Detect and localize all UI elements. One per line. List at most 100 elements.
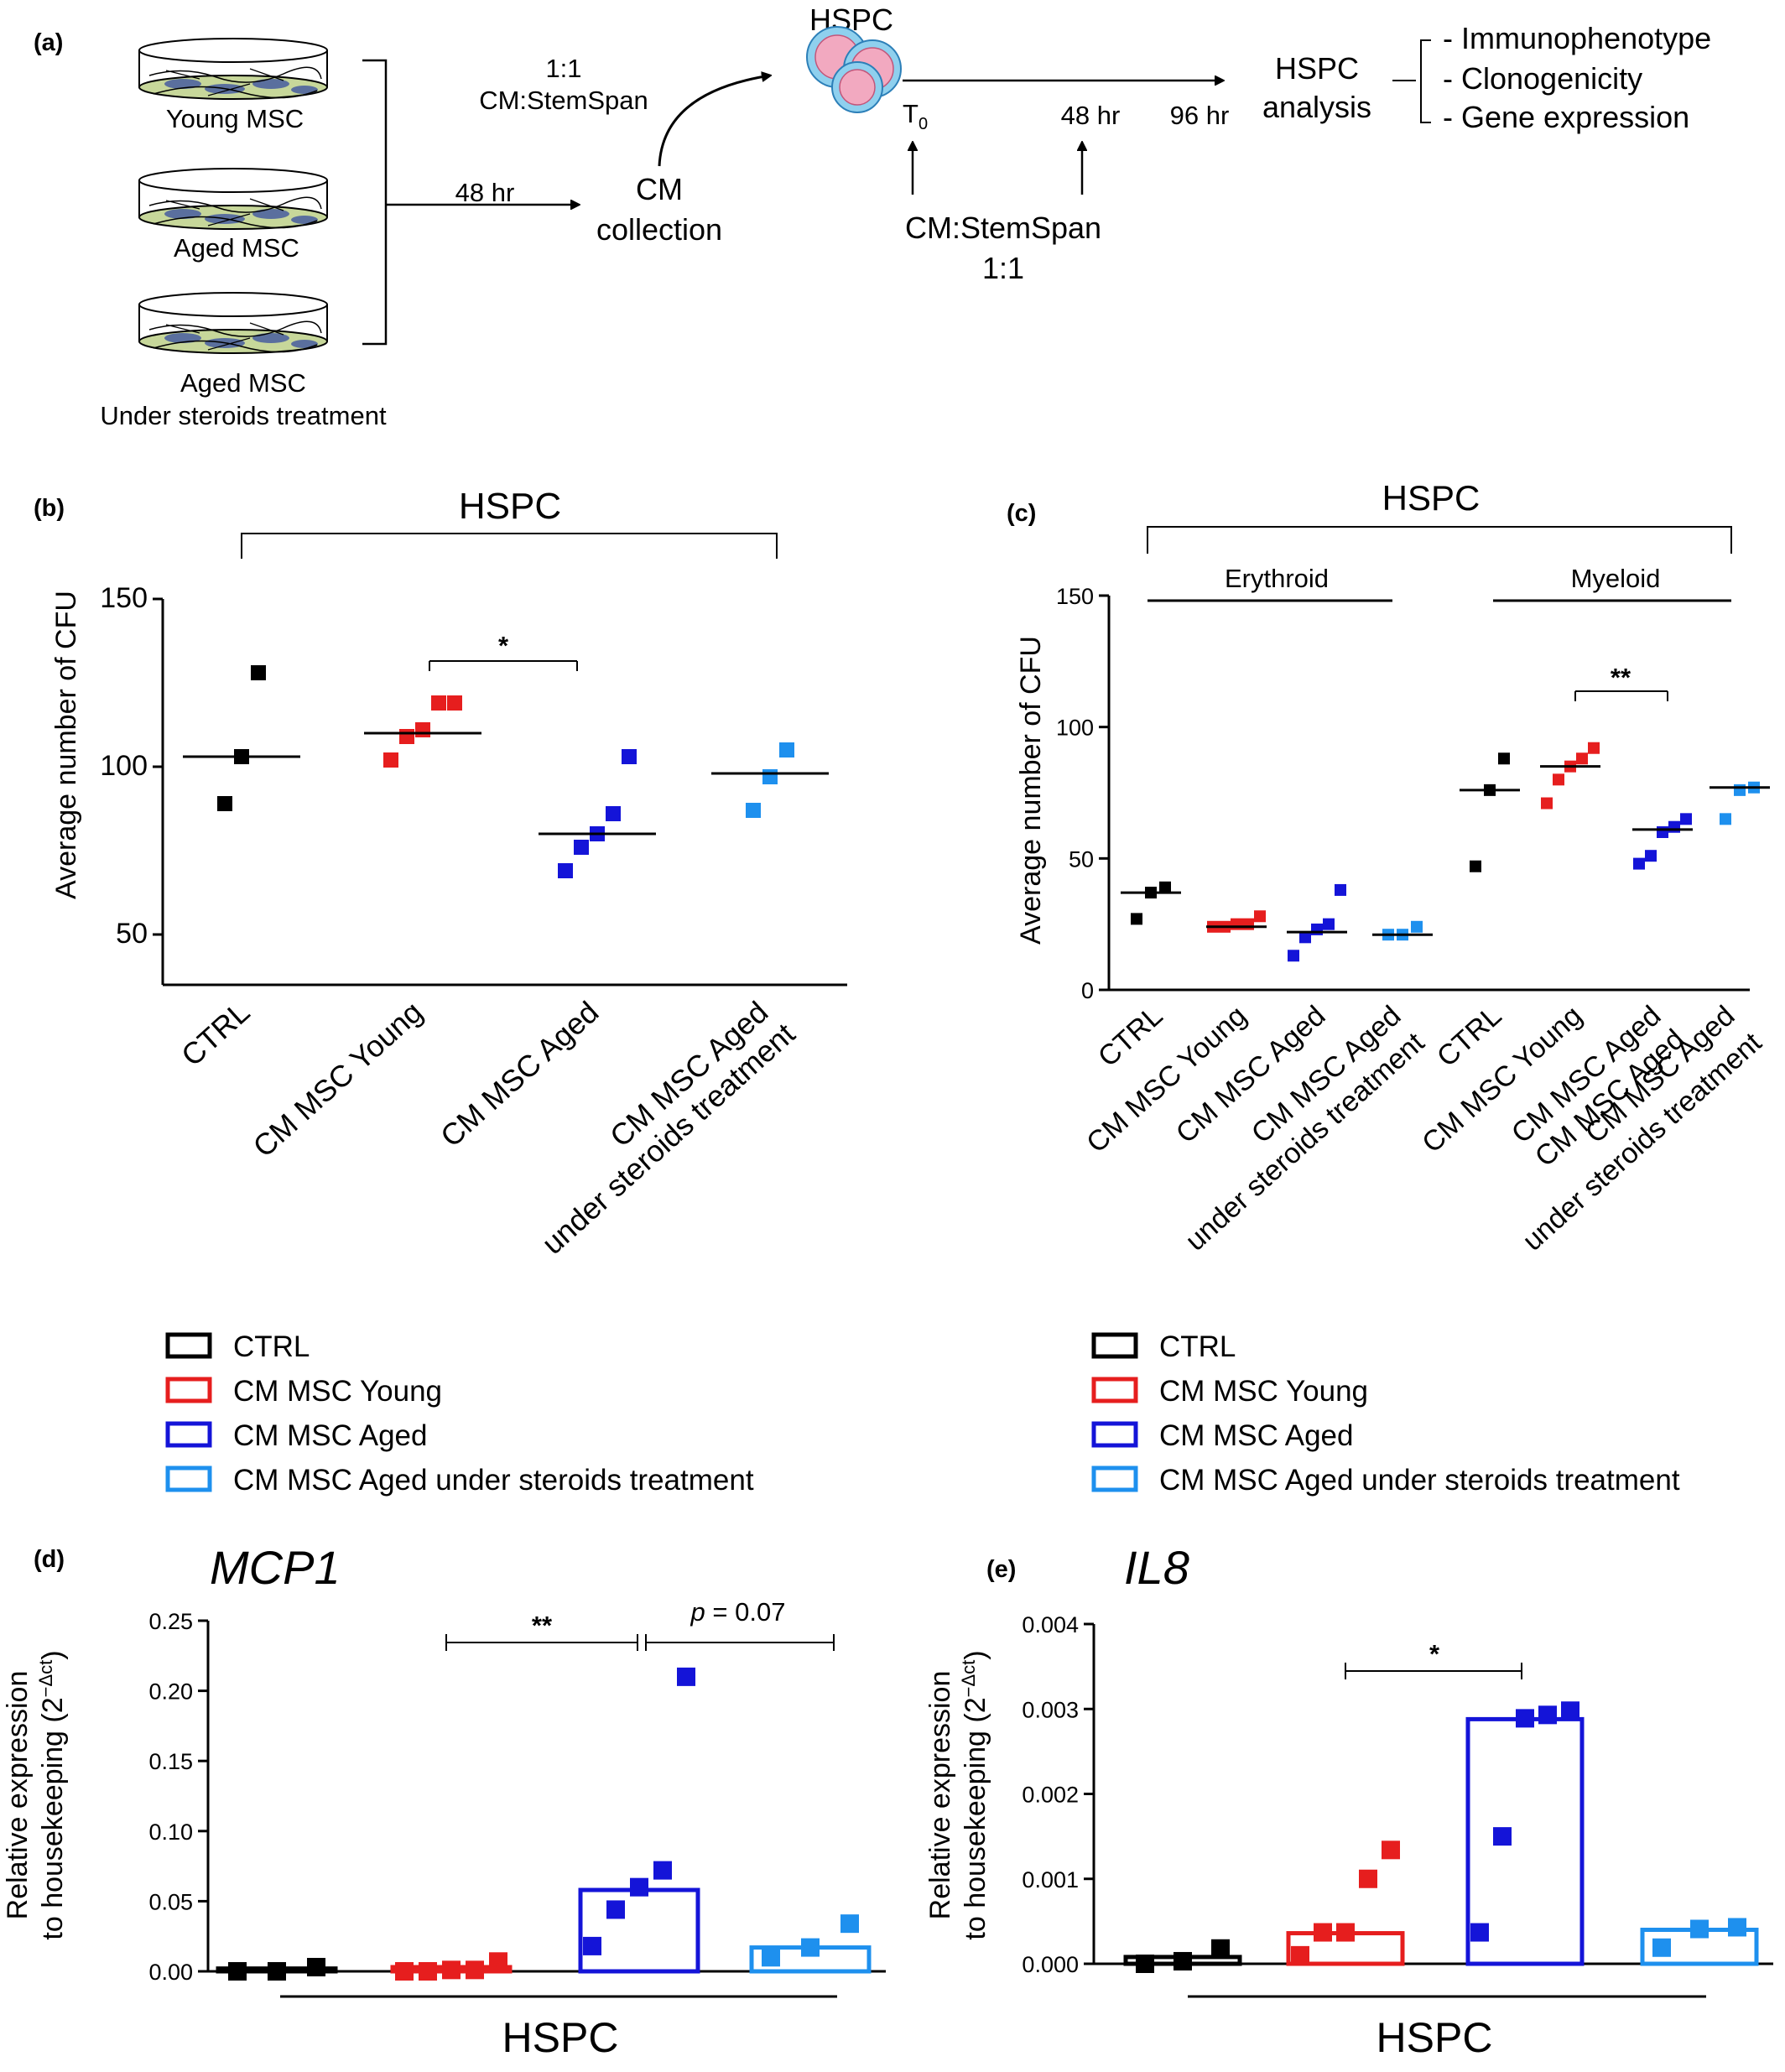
data-point [1470,860,1481,872]
panel-c-group-bracket [1147,526,1732,554]
panel-d-ylabel-1: Relative expression [2,1671,34,1920]
panel-c-label: (c) [1007,500,1036,527]
legend-label: CTRL [1159,1330,1236,1363]
data-point [779,742,794,757]
data-point [1231,918,1242,930]
data-point [606,806,621,821]
panel-d-ylabel-2: to housekeeping (2−Δct) [35,1650,69,1939]
hspc-cells-icon [806,26,902,113]
cm-collection-1: CM [636,172,683,206]
data-point [1645,850,1657,862]
legend-label: CM MSC Young [1159,1375,1368,1408]
data-point [1382,1840,1400,1860]
panel-e-ylabel-2: to housekeeping (2−Δct) [958,1650,991,1939]
legend-swatch [165,1421,212,1448]
data-point [228,1962,247,1981]
y-tick-label: 0.05 [148,1889,193,1914]
x-tick-label: CM MSC Young [247,994,429,1164]
y-tick-label: 0.002 [1022,1783,1079,1808]
panel-d-plot: 0.00 0.05 0.10 0.15 0.20 0.25 [148,1609,886,1985]
legend-swatch [165,1465,212,1492]
data-point [622,749,637,764]
panel-d-gene: MCP1 [210,1541,341,1594]
data-point [1136,1955,1154,1973]
analysis-2: analysis [1262,90,1371,124]
data-point [1498,752,1510,765]
legend-swatch [1091,1332,1138,1359]
x-tick-label: CTRL [1431,1000,1507,1074]
data-point [583,1936,601,1955]
aged-msc-dish-icon [138,168,328,230]
data-point [1131,913,1142,925]
data-point [1657,826,1668,838]
data-point [1541,797,1553,810]
legend-label: CTRL [233,1330,310,1363]
analysis-1: HSPC [1275,51,1359,86]
data-point [677,1667,695,1686]
analysis-item-3: - Gene expression [1443,100,1689,134]
data-point [653,1861,672,1880]
ratio-bottom-2: 1:1 [982,251,1024,285]
data-point [1359,1869,1377,1888]
legend-right: CTRL CM MSC Young CM MSC Aged CM MSC Aged u… [1091,1330,1680,1497]
data-point [558,863,573,878]
data-point [1211,1939,1230,1958]
legend-swatch [1091,1377,1138,1403]
data-point [251,665,266,680]
aged-msc-steroids-dish-icon [138,292,328,354]
panel-b-label: (b) [34,495,65,522]
legend-label: CM MSC Aged under steroids treatment [1159,1464,1680,1497]
data-point [415,722,430,737]
panel-c-myeloid-label: Myeloid [1571,564,1661,593]
dish-label-young: Young MSC [166,104,304,133]
y-tick-label: 0.004 [1022,1612,1079,1637]
y-tick-label: 0.20 [148,1679,193,1705]
panel-e-significance: * [1429,1639,1440,1669]
legend-label: CM MSC Aged under steroids treatment [233,1464,754,1497]
data-point [489,1952,507,1971]
analysis-item-2: - Clonogenicity [1443,61,1642,96]
panel-c-ylabel: Average number of CFU [1015,636,1047,945]
data-point [1553,773,1564,786]
data-point [574,840,589,855]
data-point [1411,920,1423,933]
y-tick-label: 0.15 [148,1749,193,1774]
y-tick-label: 0.00 [148,1960,193,1985]
panel-d-label: (d) [34,1546,65,1573]
data-point [1690,1919,1709,1939]
y-tick-label: 0.10 [148,1820,193,1845]
data-point [1728,1918,1746,1937]
y-tick-label: 0.000 [1022,1952,1079,1977]
data-point [395,1962,414,1981]
panel-a: (a) Young MSC Aged MSC Aged MSC Under st… [34,3,1711,430]
panel-d-significance: ** [532,1611,553,1640]
y-tick-label: 50 [1069,846,1094,872]
data-point [1314,1923,1332,1942]
merge-bracket [362,59,388,346]
dish-label-steroids: Under steroids treatment [100,401,387,430]
y-tick-label: 150 [1056,584,1094,609]
data-point [419,1962,437,1981]
panel-c-title: HSPC [1382,478,1481,518]
data-point [1254,910,1266,923]
x-tick-label: under steroids treatment [1179,1026,1431,1257]
data-point [447,695,462,711]
y-tick-label: 150 [100,582,148,614]
data-point [1159,881,1171,893]
panel-d-hspc-label: HSPC [502,2014,619,2061]
data-point [1299,931,1311,944]
data-point [1734,784,1746,796]
arrow-to-hspc [658,75,770,167]
legend-swatch [165,1377,212,1403]
data-point [840,1914,859,1934]
data-point [801,1938,820,1957]
dish-label-aged-2: Aged MSC [180,368,306,398]
cm-collection-2: collection [596,212,722,247]
data-point [606,1900,625,1919]
panel-c-erythroid-label: Erythroid [1225,564,1329,593]
dish-label-aged: Aged MSC [174,233,299,263]
panel-b-title: HSPC [459,486,561,527]
data-point [1561,1701,1579,1721]
